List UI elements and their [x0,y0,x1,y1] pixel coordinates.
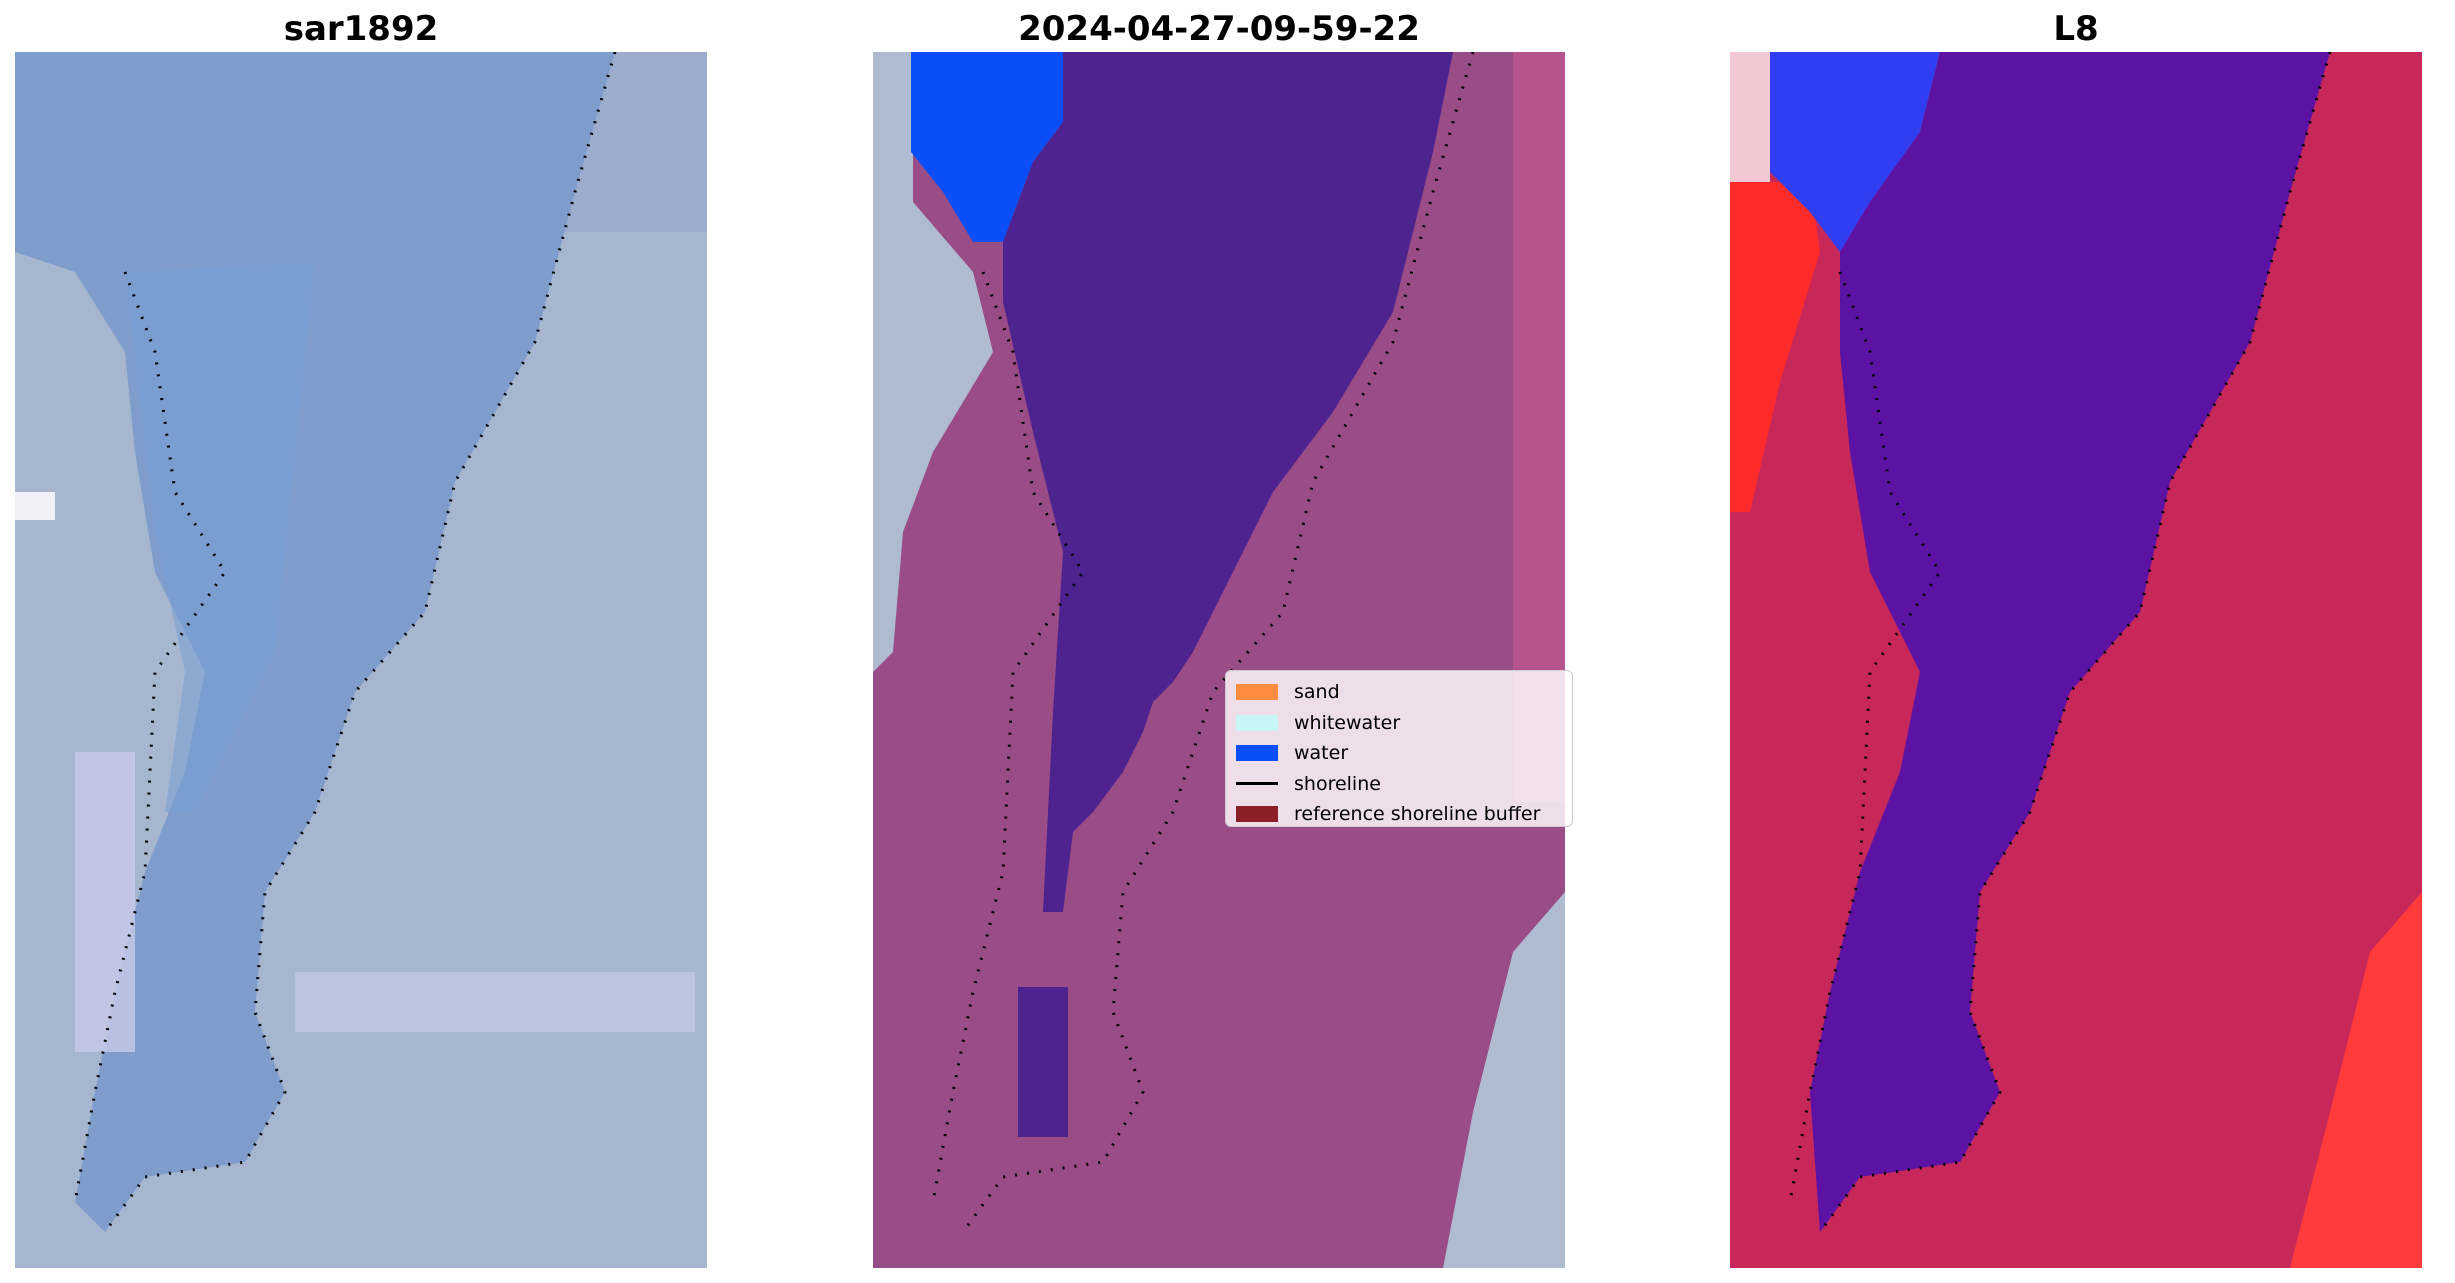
classified-image-panel [873,52,1565,1268]
unclassified-right [1443,892,1565,1268]
red-patch-right [2290,892,2422,1268]
river-center [125,262,315,812]
legend-label-water: water [1294,742,1349,765]
bright-band [295,972,695,1032]
shoreline-east [961,52,1475,1233]
pale-patch [1730,52,1770,182]
shoreline-west [73,271,227,1203]
index-image [1730,52,2422,1268]
blue-patch [1770,52,1940,252]
index-image-panel [1730,52,2422,1268]
shoreline-east [103,52,617,1233]
legend-label-sand: sand [1294,681,1340,704]
bright-strip [75,752,135,1052]
legend: sand whitewater water shoreline referenc… [1225,670,1573,827]
satellite-image [15,52,707,1268]
bright-patch [15,492,55,520]
legend-swatch-whitewater [1236,714,1278,731]
panel-title-l8: L8 [2053,9,2099,49]
red-patch-left [1730,182,1820,512]
legend-label-whitewater: whitewater [1294,711,1401,734]
legend-line-shoreline [1236,782,1278,786]
legend-item-sand: sand [1236,677,1562,708]
legend-swatch-sand [1236,684,1278,701]
legend-item-reference-buffer: reference shoreline buffer [1236,799,1562,830]
shoreline-west [1788,271,1942,1203]
legend-swatch-water [1236,745,1278,762]
legend-label-reference-buffer: reference shoreline buffer [1294,803,1541,826]
legend-item-shoreline: shoreline [1236,769,1562,800]
water-channel [1018,987,1068,1137]
panel-title-sar: sar1892 [283,9,439,49]
water-index-area [1810,52,2330,1232]
shoreline-west [931,271,1085,1203]
legend-swatch-reference-buffer [1236,806,1278,823]
legend-item-whitewater: whitewater [1236,708,1562,739]
satellite-image-panel [15,52,707,1268]
unclassified-left [873,52,993,672]
classified-image [873,52,1565,1268]
water-blue [911,52,1063,242]
water-class [1003,52,1453,912]
legend-item-water: water [1236,738,1562,769]
panel-title-date: 2024-04-27-09-59-22 [1018,9,1420,49]
shoreline-east [1818,52,2332,1233]
legend-label-shoreline: shoreline [1294,772,1381,795]
